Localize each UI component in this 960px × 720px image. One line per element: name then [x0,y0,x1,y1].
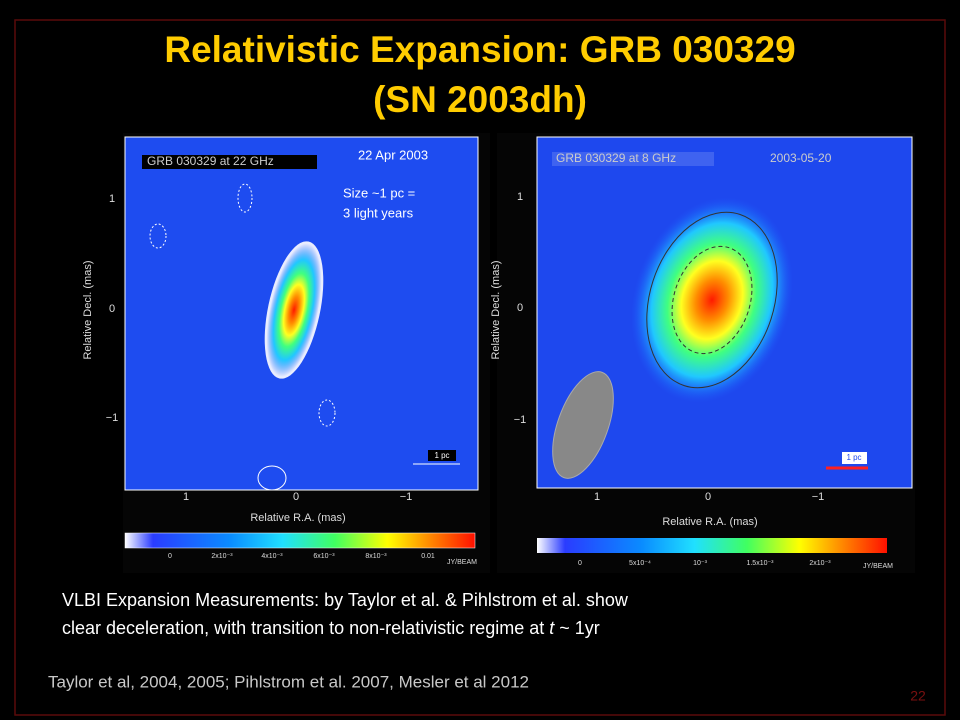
colorbar-label: 4x10⁻³ [261,553,283,560]
x-axis-label: Relative R.A. (mas) [250,512,345,524]
date: 2003-05-20 [770,151,832,165]
colorbar-label: 8x10⁻³ [365,553,387,560]
y-tick: −1 [514,414,527,426]
x-tick: 0 [293,491,299,503]
body-text: clear deceleration, with transition to n… [62,618,549,638]
body-text: clear deceleration, with transition to n… [62,618,600,638]
colorbar-label: 0.01 [421,553,435,560]
contour [237,183,253,213]
x-tick: 0 [705,491,711,503]
scale-bg [842,452,867,464]
colorbar-label: JY/BEAM [863,563,893,570]
y-tick: −1 [106,412,119,424]
label-bg [142,155,317,169]
colorbar-label: 2x10⁻³ [211,553,233,560]
body-text: VLBI Expansion Measurements: by Taylor e… [62,590,629,610]
contour [671,245,753,355]
scale-bg [428,450,456,461]
colorbar-label: 5x10⁻⁴ [629,560,651,567]
source [631,197,793,403]
scale-label: 1 pc [434,451,449,460]
scale-label: 1 pc [846,453,861,462]
colorbar-label: 0 [578,560,582,567]
beam [552,371,614,479]
page-number: 22 [910,688,926,704]
x-tick: −1 [400,491,413,503]
source [266,243,322,377]
x-tick: 1 [183,491,189,503]
title: (SN 2003dh) [373,79,587,120]
image-label: GRB 030329 at 8 GHz [556,151,676,165]
colorbar-label: 2x10⁻³ [809,560,831,567]
contour [257,465,287,491]
label-bg [552,152,714,166]
variable: t [549,618,555,638]
size-note: 3 light years [343,205,414,220]
y-axis-label: Relative Decl. (mas) [82,260,94,359]
x-tick: 1 [594,491,600,503]
right-image: GRB 030329 at 8 GHz 2003-05-20 1 pc 1 0 … [490,133,915,573]
colorbar-label: 0 [168,553,172,560]
contour [318,399,336,427]
title: Relativistic Expansion: GRB 030329 [164,29,795,70]
date: 22 Apr 2003 [358,147,428,162]
left-image: GRB 030329 at 22 GHz 22 Apr 2003 Size ~1… [82,133,490,573]
colorbar-label: JY/BEAM [447,559,477,566]
y-tick: 0 [517,302,523,314]
slide-border [14,19,946,716]
y-tick: 0 [109,303,115,315]
x-tick: −1 [812,491,825,503]
contour [646,211,778,389]
colorbar-label: 1.5x10⁻³ [746,560,774,567]
colorbar [537,538,887,553]
y-tick: 1 [517,191,523,203]
colorbar-label: 6x10⁻³ [313,553,335,560]
image-label: GRB 030329 at 22 GHz [147,154,274,168]
x-axis-label: Relative R.A. (mas) [662,516,757,528]
body-text: ~ 1yr [554,618,600,638]
colorbar [124,532,476,549]
size-note: Size ~1 pc = [343,185,415,200]
contour [149,223,167,249]
colorbar-label: 10⁻³ [693,560,707,567]
y-tick: 1 [109,193,115,205]
y-axis-label: Relative Decl. (mas) [490,260,502,359]
citation: Taylor et al, 2004, 2005; Pihlstrom et a… [48,672,529,691]
